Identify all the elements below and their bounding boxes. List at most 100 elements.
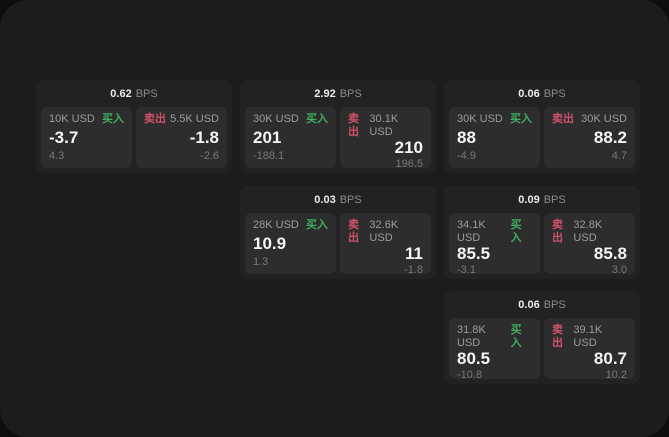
buy-notional: 34.1K USD	[457, 219, 486, 245]
sell-panel[interactable]: 卖出 30K USD 88.2 4.7	[544, 107, 635, 168]
buy-panel-top: 28K USD 买入	[253, 219, 328, 232]
buy-panel-top: 30K USD 买入	[253, 113, 328, 126]
sell-panel[interactable]: 卖出 32.6K USD 11 -1.8	[340, 213, 431, 274]
buy-price: 201	[253, 127, 282, 147]
buy-tag: 买入	[306, 113, 328, 125]
buy-panel[interactable]: 10K USD 买入 -3.7 4.3	[41, 107, 132, 168]
bps-unit-label: BPS	[339, 193, 362, 206]
sell-price: 210	[394, 138, 423, 158]
card-header: 2.92 BPS	[240, 80, 436, 107]
sell-delta: -2.6	[200, 149, 219, 162]
buy-delta: 1.3	[253, 255, 269, 268]
bps-unit-label: BPS	[543, 193, 566, 206]
buy-notional: 30K USD	[457, 113, 503, 125]
buy-price: 85.5	[457, 244, 491, 264]
buy-tag: 买入	[306, 219, 328, 231]
buy-tag: 买入	[510, 219, 522, 245]
card-body: 28K USD 买入 10.9 1.3 卖出 32.6K USD 11 -1.8	[240, 213, 436, 274]
buy-panel[interactable]: 30K USD 买入 88 -4.9	[449, 107, 540, 168]
buy-price: 80.5	[457, 349, 491, 369]
bps-unit-label: BPS	[543, 87, 566, 100]
card-body: 31.8K USD 买入 80.5 -10.8 卖出 39.1K USD 80.…	[444, 318, 640, 379]
sell-price: 85.8	[593, 244, 627, 264]
bps-unit-label: BPS	[339, 87, 362, 100]
quote-card: 0.62 BPS 10K USD 买入 -3.7 4.3 卖出 5.5K USD	[36, 80, 232, 173]
sell-panel[interactable]: 卖出 30.1K USD 210 196.5	[340, 107, 431, 168]
sell-price: 80.7	[593, 349, 627, 369]
sell-delta: 4.7	[611, 149, 627, 162]
sell-panel-top: 卖出 5.5K USD	[144, 113, 219, 126]
buy-delta: -188.1	[253, 149, 285, 162]
card-header: 0.06 BPS	[444, 80, 640, 107]
card-header: 0.06 BPS	[444, 291, 640, 318]
sell-panel[interactable]: 卖出 5.5K USD -1.8 -2.6	[136, 107, 227, 168]
bps-value: 2.92	[314, 87, 336, 100]
sell-notional: 5.5K USD	[170, 113, 219, 125]
quote-card: 0.09 BPS 34.1K USD 买入 85.5 -3.1 卖出 32.8K…	[444, 186, 640, 279]
sell-delta: 196.5	[395, 158, 423, 168]
sell-price: 88.2	[593, 127, 627, 147]
bps-value: 0.03	[314, 193, 336, 206]
buy-panel-top: 34.1K USD 买入	[457, 219, 532, 245]
sell-tag: 卖出	[552, 219, 563, 245]
quote-card: 0.06 BPS 31.8K USD 买入 80.5 -10.8 卖出 39.1…	[444, 291, 640, 384]
sell-panel-top: 卖出 32.8K USD	[552, 219, 627, 245]
buy-delta: -3.1	[457, 264, 476, 274]
card-header: 0.09 BPS	[444, 186, 640, 213]
buy-tag: 买入	[510, 324, 522, 350]
buy-delta: 4.3	[49, 149, 65, 162]
card-header: 0.03 BPS	[240, 186, 436, 213]
sell-notional: 30.1K USD	[369, 113, 399, 139]
sell-panel[interactable]: 卖出 32.8K USD 85.8 3.0	[544, 213, 635, 274]
sell-panel[interactable]: 卖出 39.1K USD 80.7 10.2	[544, 318, 635, 379]
bps-unit-label: BPS	[543, 298, 566, 311]
buy-panel[interactable]: 31.8K USD 买入 80.5 -10.8	[449, 318, 540, 379]
sell-price: -1.8	[189, 127, 219, 147]
bps-value: 0.09	[518, 193, 540, 206]
sell-delta: 3.0	[611, 264, 627, 274]
sell-notional: 39.1K USD	[573, 324, 603, 350]
card-body: 30K USD 买入 88 -4.9 卖出 30K USD 88.2 4.7	[444, 107, 640, 168]
quote-card: 0.03 BPS 28K USD 买入 10.9 1.3 卖出 32.6K US…	[240, 186, 436, 279]
buy-price: 88	[457, 127, 476, 147]
bps-unit-label: BPS	[135, 87, 158, 100]
buy-tag: 买入	[510, 113, 532, 125]
buy-price: -3.7	[49, 127, 79, 147]
buy-delta: -10.8	[457, 369, 483, 379]
buy-panel-top: 31.8K USD 买入	[457, 324, 532, 350]
buy-price: 10.9	[253, 233, 287, 253]
sell-tag: 卖出	[552, 113, 574, 125]
buy-panel[interactable]: 34.1K USD 买入 85.5 -3.1	[449, 213, 540, 274]
buy-notional: 31.8K USD	[457, 324, 486, 350]
buy-tag: 买入	[102, 113, 124, 125]
sell-panel-top: 卖出 39.1K USD	[552, 324, 627, 350]
card-body: 30K USD 买入 201 -188.1 卖出 30.1K USD 210 1…	[240, 107, 436, 168]
sell-tag: 卖出	[348, 219, 359, 245]
sell-price: 11	[405, 244, 423, 264]
sell-notional: 32.8K USD	[573, 219, 603, 245]
sell-tag: 卖出	[552, 324, 563, 350]
buy-panel-top: 10K USD 买入	[49, 113, 124, 126]
sell-delta: -1.8	[404, 264, 423, 274]
buy-panel[interactable]: 28K USD 买入 10.9 1.3	[245, 213, 336, 274]
sell-notional: 32.6K USD	[369, 219, 399, 245]
quote-card: 2.92 BPS 30K USD 买入 201 -188.1 卖出 30.1K …	[240, 80, 436, 173]
sell-tag: 卖出	[348, 113, 359, 139]
bps-value: 0.06	[518, 298, 540, 311]
sell-delta: 10.2	[605, 369, 627, 379]
card-body: 10K USD 买入 -3.7 4.3 卖出 5.5K USD -1.8 -2.…	[36, 107, 232, 168]
buy-panel[interactable]: 30K USD 买入 201 -188.1	[245, 107, 336, 168]
card-body: 34.1K USD 买入 85.5 -3.1 卖出 32.8K USD 85.8…	[444, 213, 640, 274]
quote-card: 0.06 BPS 30K USD 买入 88 -4.9 卖出 30K USD	[444, 80, 640, 173]
bps-value: 0.06	[518, 87, 540, 100]
buy-notional: 10K USD	[49, 113, 95, 125]
sell-tag: 卖出	[144, 113, 166, 125]
sell-panel-top: 卖出 30.1K USD	[348, 113, 423, 139]
bps-value: 0.62	[110, 87, 132, 100]
buy-notional: 30K USD	[253, 113, 299, 125]
sell-notional: 30K USD	[581, 113, 627, 125]
buy-panel-top: 30K USD 买入	[457, 113, 532, 126]
sell-panel-top: 卖出 32.6K USD	[348, 219, 423, 245]
